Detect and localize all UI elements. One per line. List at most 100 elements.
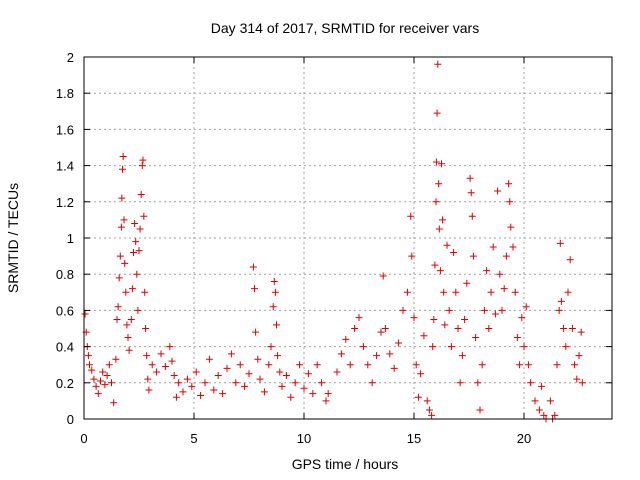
- data-point: [94, 390, 102, 398]
- y-tick-label: 1.8: [56, 86, 74, 101]
- y-tick-label: 0.4: [56, 340, 74, 355]
- data-point: [412, 361, 420, 369]
- data-point: [346, 361, 354, 369]
- data-point: [324, 390, 332, 398]
- data-point: [564, 288, 572, 296]
- data-point: [309, 390, 317, 398]
- data-point: [115, 274, 123, 282]
- data-point: [439, 216, 447, 224]
- data-point: [214, 372, 222, 380]
- data-point: [110, 399, 118, 407]
- data-point: [441, 321, 449, 329]
- data-point: [143, 352, 151, 360]
- data-point: [142, 325, 150, 332]
- data-point: [560, 325, 568, 332]
- data-point: [458, 352, 466, 360]
- data-point: [408, 252, 416, 260]
- data-point: [130, 248, 137, 256]
- data-point: [97, 377, 104, 385]
- data-point: [399, 306, 407, 314]
- data-point: [494, 187, 502, 195]
- data-point: [245, 370, 253, 378]
- data-point: [105, 361, 113, 369]
- tick-marks: [83, 56, 612, 420]
- data-point: [452, 288, 460, 296]
- data-point: [103, 372, 111, 380]
- data-point: [429, 343, 437, 351]
- data-point: [276, 368, 284, 376]
- data-point: [450, 248, 458, 256]
- data-point: [205, 355, 213, 363]
- data-point: [476, 406, 484, 414]
- data-point: [420, 332, 428, 340]
- data-point: [491, 310, 499, 318]
- data-point: [386, 350, 394, 358]
- data-point: [390, 364, 398, 372]
- data-point: [403, 288, 411, 296]
- data-point: [435, 225, 443, 233]
- data-point: [531, 397, 539, 405]
- data-point: [161, 363, 169, 371]
- data-point: [112, 355, 120, 363]
- data-point: [114, 303, 122, 311]
- data-point: [417, 370, 425, 378]
- data-point: [170, 372, 178, 380]
- data-point: [227, 350, 235, 358]
- data-point: [557, 297, 565, 305]
- data-point: [466, 174, 474, 182]
- data-point: [256, 375, 264, 383]
- data-point: [265, 361, 273, 369]
- data-point: [249, 263, 257, 271]
- data-point: [436, 267, 444, 275]
- data-point: [108, 379, 115, 387]
- data-point: [461, 315, 469, 323]
- data-point: [118, 194, 126, 202]
- data-point: [232, 379, 240, 387]
- data-point: [434, 60, 442, 68]
- data-point: [192, 368, 200, 376]
- data-point: [500, 285, 508, 293]
- data-point: [183, 375, 191, 383]
- data-point: [425, 406, 433, 414]
- data-point: [92, 382, 100, 390]
- data-point: [166, 343, 174, 351]
- data-point: [463, 279, 471, 287]
- data-point: [377, 328, 385, 336]
- data-point: [507, 223, 515, 231]
- data-point: [516, 361, 524, 369]
- y-tick-label: 1.6: [56, 122, 74, 137]
- data-point: [447, 343, 455, 351]
- data-point: [124, 334, 132, 342]
- data-point: [502, 252, 510, 260]
- x-axis-label: GPS time / hours: [292, 456, 399, 472]
- data-point: [489, 243, 497, 251]
- data-point: [454, 325, 462, 332]
- data-point: [480, 306, 488, 314]
- data-point: [467, 189, 475, 197]
- data-point: [527, 379, 535, 387]
- data-point: [273, 321, 280, 329]
- data-point: [540, 411, 548, 419]
- data-point: [438, 160, 445, 168]
- data-point: [511, 288, 519, 296]
- data-point: [474, 379, 482, 387]
- data-point: [157, 350, 165, 358]
- data-point: [440, 288, 448, 296]
- data-point: [271, 288, 279, 296]
- data-point: [139, 156, 147, 164]
- data-point: [423, 397, 431, 405]
- data-point: [506, 198, 514, 206]
- data-point: [472, 334, 480, 342]
- data-point: [134, 306, 142, 314]
- data-point: [509, 243, 517, 251]
- data-point: [395, 339, 403, 347]
- data-point: [496, 270, 504, 278]
- data-point: [304, 370, 312, 378]
- data-point: [379, 272, 387, 280]
- data-point: [153, 368, 161, 376]
- data-point: [81, 310, 89, 318]
- data-point: [269, 303, 277, 311]
- y-tick-label: 2: [67, 50, 74, 65]
- data-point: [120, 216, 128, 224]
- data-point: [414, 393, 422, 401]
